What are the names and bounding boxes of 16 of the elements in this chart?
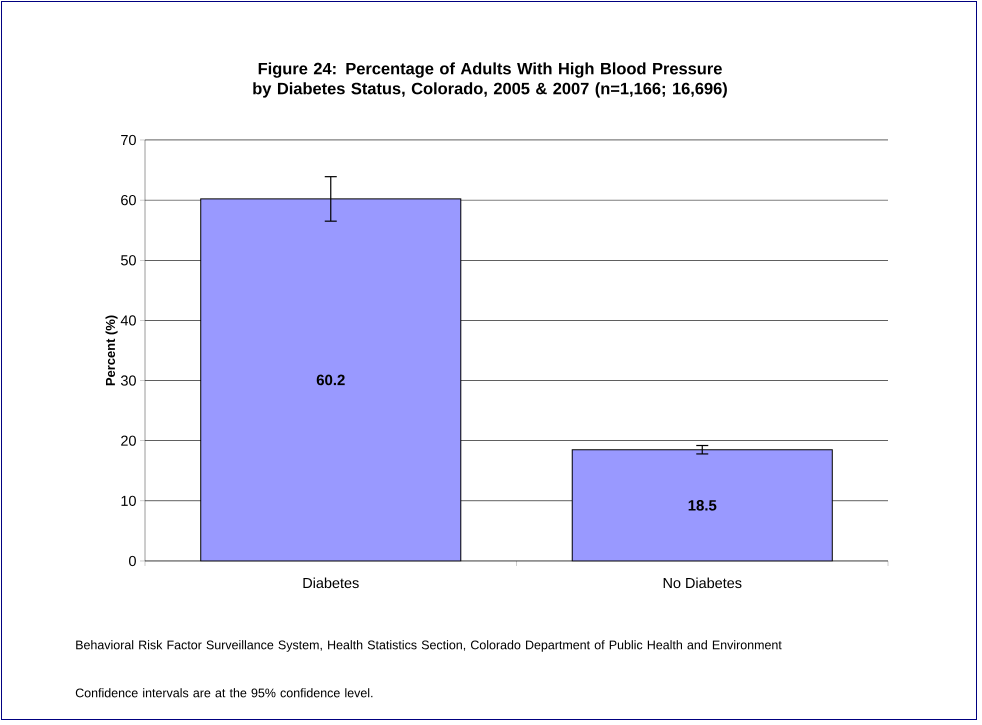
chart-title: Figure 24: Percentage of Adults With High Blood Pressure by Diabetes Status, Colorado, 2005 & 2007 (n=1,166; 16,696)	[253, 62, 727, 98]
y-tick-label: 30	[120, 375, 136, 386]
y-axis-title: Percent (%)	[106, 316, 118, 386]
y-tick-label: 10	[122, 496, 136, 506]
text: Behavioral Risk Factor Surveillance System, Health Statistics Section, Colorado Department of Public Health and Environment	[76, 640, 782, 652]
y-tick-label: 40	[120, 315, 136, 326]
data-label: 18.5	[688, 500, 716, 511]
y-tick-label: 70	[121, 134, 136, 146]
text: Confidence intervals are at the 95% confidence level.	[76, 688, 372, 698]
y-tick-label: 0	[129, 556, 136, 566]
x-tick-label: Diabetes	[303, 578, 359, 588]
x-tick-label: No Diabetes	[664, 578, 742, 588]
y-tick-label: 60	[121, 195, 136, 206]
y-tick-label: 50	[121, 255, 136, 266]
y-tick-label: 20	[121, 436, 136, 446]
data-label: 60.2	[316, 374, 345, 386]
